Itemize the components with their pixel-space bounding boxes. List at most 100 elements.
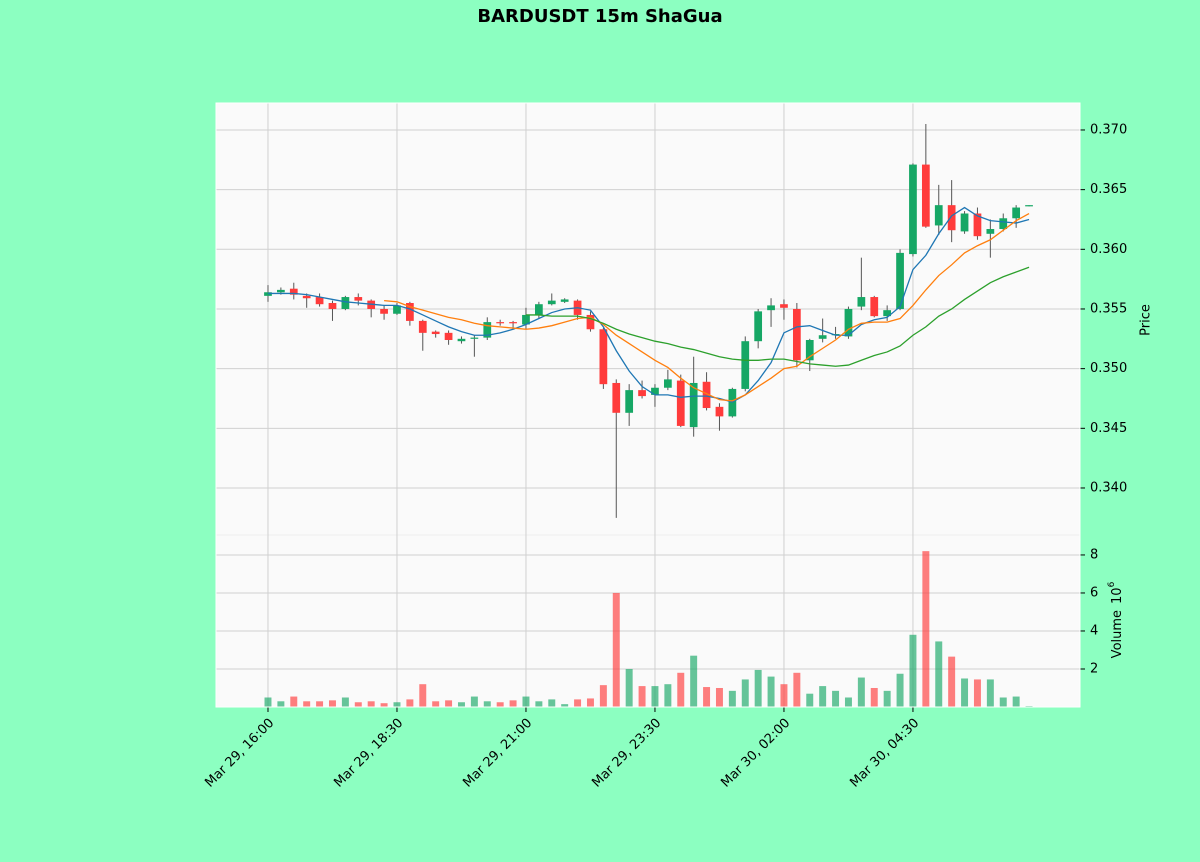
volume-bar	[741, 679, 749, 707]
volume-bar	[586, 698, 594, 707]
candle-body	[818, 335, 827, 339]
candle-body	[754, 311, 763, 342]
candle-body	[1025, 205, 1033, 207]
moving-average	[384, 212, 1030, 402]
volume-bar	[354, 702, 362, 707]
volume-bar	[470, 696, 478, 707]
candle-body	[934, 205, 943, 226]
candle-body	[315, 297, 324, 305]
x-tick-label: Mar 29, 16:00	[202, 716, 277, 791]
candle-body	[960, 213, 969, 232]
chart-title: BARDUSDT 15m ShaGua	[477, 6, 722, 27]
candle-body	[947, 205, 956, 231]
volume-bar	[922, 551, 930, 707]
volume-tick-label: 4	[1090, 623, 1098, 638]
candle-body	[535, 304, 543, 315]
x-tick-label: Mar 29, 21:00	[460, 716, 535, 791]
volume-bar	[367, 701, 375, 707]
candle-body	[444, 332, 453, 341]
volume-bar	[909, 634, 917, 707]
candle-body	[689, 382, 698, 428]
candle-body	[973, 213, 982, 237]
x-tick-label: Mar 30, 04:30	[847, 716, 922, 791]
candle-body	[805, 340, 814, 361]
volume-bar	[896, 673, 904, 707]
volume-bar	[961, 678, 969, 707]
volume-bar	[625, 668, 633, 707]
volume-bar	[445, 700, 453, 707]
candle-body	[792, 308, 801, 361]
candle-body	[767, 305, 775, 311]
plot-frame	[215, 102, 1081, 708]
candle-body	[612, 382, 621, 413]
volume-axis-label: Volume 106	[1107, 581, 1125, 658]
candle-body	[496, 322, 505, 324]
candle-body	[857, 297, 866, 307]
x-tick-label: Mar 30, 02:00	[718, 716, 793, 791]
candle-body	[986, 229, 995, 234]
candle-body	[676, 380, 685, 426]
volume-bar	[690, 655, 698, 707]
candle-body	[586, 314, 595, 330]
volume-bar	[535, 701, 543, 707]
plot-area	[216, 103, 1080, 707]
candle-body	[896, 252, 904, 309]
volume-bar	[561, 704, 569, 707]
volume-bar	[316, 701, 324, 707]
moving-average	[525, 266, 1030, 367]
candle-body	[780, 304, 788, 308]
volume-bar	[522, 696, 530, 707]
y-tick-label: 0.360	[1090, 242, 1127, 257]
volume-unit-exponent: 6	[1107, 581, 1117, 587]
x-tick-label: Mar 29, 18:30	[331, 716, 406, 791]
volume-bar	[664, 684, 672, 707]
candle-body	[921, 164, 930, 227]
volume-bar	[677, 672, 685, 707]
candle-body	[560, 299, 569, 302]
volume-bar	[651, 686, 659, 707]
volume-bar	[844, 697, 852, 707]
volume-tick-label: 8	[1090, 547, 1098, 562]
y-tick-label: 0.365	[1090, 182, 1127, 197]
volume-bar	[780, 684, 788, 707]
x-tick-label: Mar 29, 23:30	[589, 716, 664, 791]
candle-body	[393, 305, 401, 314]
volume-bar	[986, 679, 994, 707]
y-tick-label: 0.370	[1090, 122, 1127, 137]
volume-bar	[419, 684, 427, 707]
candle-body	[277, 289, 285, 293]
y-axis-label: Price	[1139, 304, 1154, 336]
volume-bar	[973, 679, 981, 707]
volume-bar	[457, 702, 465, 707]
volume-bar	[870, 687, 878, 707]
candle-body	[599, 329, 608, 385]
candle-body	[909, 164, 917, 255]
volume-bar	[290, 696, 298, 707]
candle-body	[328, 303, 337, 309]
candle-body	[870, 297, 879, 317]
volume-bar	[264, 697, 272, 707]
volume-bar	[754, 669, 762, 707]
candle-body	[509, 322, 517, 324]
candle-body	[651, 387, 659, 395]
volume-tick-label: 2	[1090, 661, 1098, 676]
volume-bar	[703, 687, 711, 707]
candle-body	[418, 320, 427, 333]
volume-label: Volume	[1110, 610, 1125, 658]
y-tick-label: 0.340	[1090, 480, 1127, 495]
candle-body	[663, 379, 672, 388]
candle-body	[522, 314, 530, 325]
candle-body	[741, 341, 750, 389]
candle-body	[844, 308, 853, 337]
candle-body	[999, 218, 1008, 230]
candle-body	[715, 406, 724, 417]
candle-body	[406, 303, 414, 321]
candle-body	[457, 338, 466, 342]
candle-body	[1012, 207, 1021, 219]
volume-bar	[806, 693, 814, 707]
candle-body	[354, 297, 363, 301]
volume-bar	[935, 641, 943, 707]
candle-body	[341, 297, 350, 309]
volume-bar	[341, 697, 349, 707]
